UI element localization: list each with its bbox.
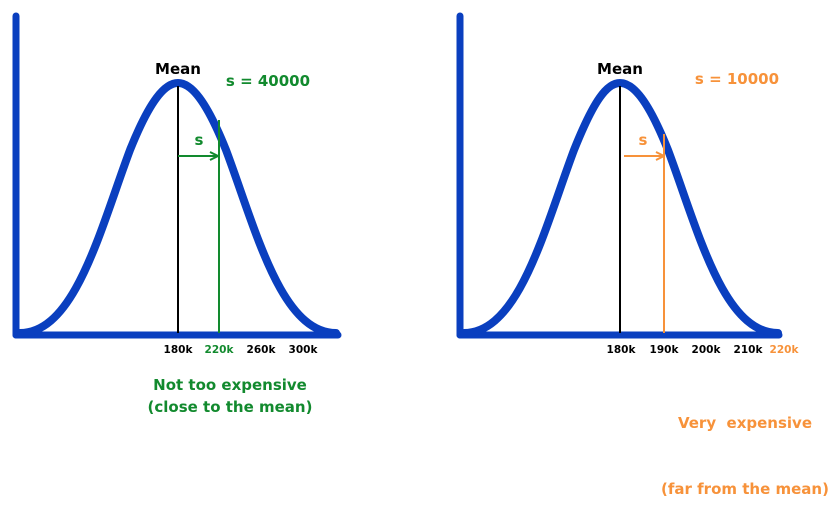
left-tick-label-260k: 260k [247, 344, 277, 356]
right-tick-label-200k: 200k [692, 344, 722, 356]
right-tick-label-190k: 190k [650, 344, 680, 356]
right-s-value-label: s = 10000 [695, 70, 779, 88]
left-caption-line1: Not too expensive [153, 376, 307, 394]
right-bell-curve [460, 78, 782, 337]
left-tick-label-180k: 180k [164, 344, 194, 356]
left-mean-label: Mean [155, 60, 201, 78]
right-s-arrow-label: s [639, 131, 648, 149]
left-caption-line2: (close to the mean) [147, 398, 313, 416]
right-caption-line1: Very expensive [677, 414, 813, 432]
right-caption: Very expensive (far from the mean) [655, 368, 835, 522]
right-panel: Mean s = 10000 s 180k 190k 200k 210k 220… [456, 12, 800, 356]
left-s-value-label: s = 40000 [226, 72, 310, 90]
right-tick-label-210k: 210k [734, 344, 764, 356]
left-panel: Mean s = 40000 s 180k 220k 260k 300k [12, 12, 342, 356]
right-tick-label-220k: 220k [770, 344, 800, 356]
right-tick-label-180k: 180k [607, 344, 637, 356]
left-bell-curve [16, 78, 340, 337]
left-tick-label-300k: 300k [289, 344, 319, 356]
left-tick-label-220k: 220k [205, 344, 235, 356]
right-mean-label: Mean [597, 60, 643, 78]
normal-distribution-comparison: Mean s = 40000 s 180k 220k 260k 300k Mea… [12, 12, 800, 356]
left-caption: Not too expensive (close to the mean) [130, 374, 330, 418]
left-s-arrow-label: s [195, 131, 204, 149]
right-caption-line2: (far from the mean) [661, 480, 829, 498]
